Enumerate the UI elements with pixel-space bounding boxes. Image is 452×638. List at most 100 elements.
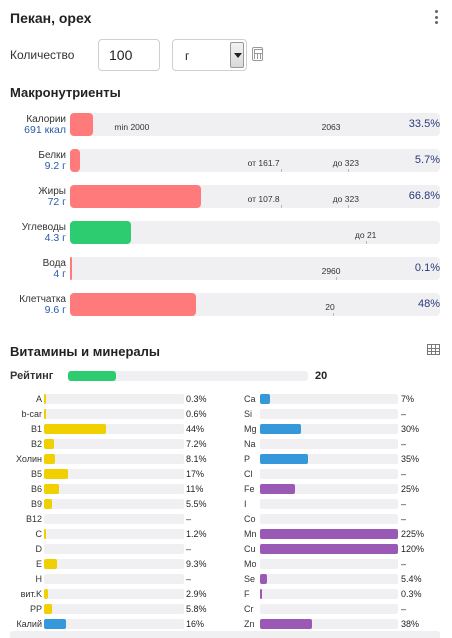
macro-bar-fill xyxy=(70,149,81,172)
unit-select[interactable]: г xyxy=(172,39,247,71)
vitamin-bar-fill xyxy=(44,409,46,419)
mineral-percent: 38% xyxy=(401,619,420,629)
vitamin-bar-fill xyxy=(44,529,46,539)
macro-norm-marker: 20 xyxy=(325,302,335,312)
page-title: Пекан, орех xyxy=(10,10,92,26)
mineral-bar xyxy=(260,574,398,584)
mineral-bar xyxy=(260,454,398,464)
vitamins-heading: Витамины и минералы xyxy=(10,344,160,359)
macro-percent: 66.8% xyxy=(408,190,440,202)
vitamin-bar xyxy=(44,409,184,419)
macro-label: Вода 4 г xyxy=(10,258,66,280)
mineral-bar-fill xyxy=(260,424,302,434)
mineral-name: Cl xyxy=(244,469,253,479)
rating-bar xyxy=(68,371,308,381)
mineral-percent: – xyxy=(401,604,407,614)
mineral-percent: 0.3% xyxy=(401,589,422,599)
macro-name: Жиры xyxy=(38,186,66,197)
macro-label: Жиры 72 г xyxy=(10,186,66,208)
mineral-name: Mg xyxy=(244,424,257,434)
mineral-bar xyxy=(260,589,398,599)
chevron-down-icon[interactable] xyxy=(230,42,244,68)
mineral-percent: 120% xyxy=(401,544,425,554)
macro-norm-marker: до 323 xyxy=(332,194,359,204)
mineral-name: Co xyxy=(244,514,256,524)
vitamin-percent: 7.2% xyxy=(186,439,207,449)
macro-bar: от 107.8 до 323 xyxy=(70,185,440,208)
macro-name: Углеводы xyxy=(21,222,66,233)
macro-percent: 0.1% xyxy=(414,262,440,274)
macro-norm-tick xyxy=(366,241,367,244)
vitamin-percent: – xyxy=(186,514,192,524)
vitamin-bar xyxy=(44,439,184,449)
vitamin-percent: 9.3% xyxy=(186,559,207,569)
quantity-label: Количество xyxy=(10,48,75,62)
vitamin-bar-fill xyxy=(44,424,106,434)
vitamin-bar xyxy=(44,484,184,494)
mineral-bar-fill xyxy=(260,454,309,464)
vitamin-bar xyxy=(44,529,184,539)
vitamin-name: PP xyxy=(29,604,42,614)
macro-norm-marker: до 323 xyxy=(332,158,359,168)
mineral-bar xyxy=(260,619,398,629)
rating-bar-fill xyxy=(68,371,116,381)
macro-bar-fill xyxy=(70,113,93,136)
macro-bar-fill xyxy=(70,257,72,280)
vitamin-bar xyxy=(44,559,184,569)
macro-norm-marker: 2960 xyxy=(321,266,341,276)
macro-name: Клетчатка xyxy=(19,294,66,305)
macro-norm-marker: до 21 xyxy=(354,230,377,240)
mineral-name: P xyxy=(244,454,251,464)
macro-norm-marker: от 107.8 xyxy=(247,194,280,204)
vitamin-name: E xyxy=(35,559,42,569)
table-view-icon[interactable] xyxy=(427,344,440,355)
mineral-bar xyxy=(260,394,398,404)
vitamin-percent: 1.2% xyxy=(186,529,207,539)
macro-amount: 9.2 г xyxy=(44,160,66,172)
mineral-percent: – xyxy=(401,469,407,479)
vitamin-name: B5 xyxy=(30,469,42,479)
vitamin-name: вит.K xyxy=(20,589,42,599)
vitamin-percent: – xyxy=(186,544,192,554)
vitamin-bar xyxy=(44,604,184,614)
vitamin-name: Холин xyxy=(16,454,42,464)
macro-norm-marker: от 161.7 xyxy=(247,158,280,168)
vitamin-percent: – xyxy=(186,574,192,584)
mineral-bar xyxy=(260,529,398,539)
vitamin-bar xyxy=(44,424,184,434)
quantity-input[interactable] xyxy=(98,39,160,71)
mineral-bar xyxy=(260,604,398,614)
macro-amount: 9.6 г xyxy=(44,304,66,316)
vitamin-percent: 5.8% xyxy=(186,604,207,614)
mineral-percent: 30% xyxy=(401,424,420,434)
rating-value: 20 xyxy=(315,370,328,382)
mineral-percent: 25% xyxy=(401,484,420,494)
vitamin-name: D xyxy=(35,544,43,554)
macro-norm-tick xyxy=(347,205,349,208)
macro-bar-fill xyxy=(70,293,196,316)
vitamin-bar xyxy=(44,619,184,629)
calculator-icon[interactable] xyxy=(252,47,263,61)
macro-percent: 5.7% xyxy=(414,154,440,166)
mineral-name: Ca xyxy=(244,394,256,404)
vitamin-bar-fill xyxy=(44,604,53,614)
mineral-bar xyxy=(260,469,398,479)
mineral-percent: 35% xyxy=(401,454,420,464)
mineral-percent: – xyxy=(401,439,407,449)
mineral-name: Si xyxy=(244,409,253,419)
macro-bar: до 21 xyxy=(70,221,440,244)
vitamin-name: B12 xyxy=(25,514,42,524)
vitamin-bar xyxy=(44,514,184,524)
vitamin-percent: 0.6% xyxy=(186,409,207,419)
mineral-name: Mo xyxy=(244,559,257,569)
mineral-bar-fill xyxy=(260,484,295,494)
mineral-name: Na xyxy=(244,439,256,449)
more-menu-icon[interactable] xyxy=(432,8,440,26)
vitamin-percent: 5.5% xyxy=(186,499,207,509)
mineral-percent: 7% xyxy=(401,394,415,404)
mineral-name: Cu xyxy=(244,544,256,554)
vitamin-bar xyxy=(44,574,184,584)
vitamin-percent: 8.1% xyxy=(186,454,207,464)
macro-amount: 4 г xyxy=(53,268,66,280)
macro-bar: min 2000 2063 xyxy=(70,113,440,136)
